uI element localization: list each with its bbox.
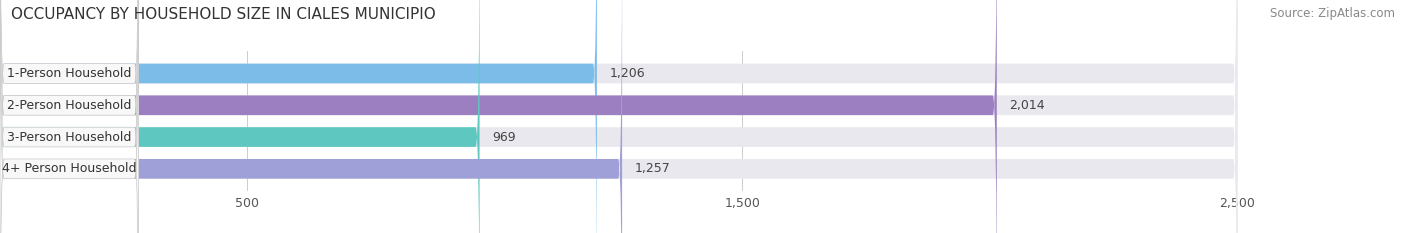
- FancyBboxPatch shape: [0, 0, 139, 233]
- FancyBboxPatch shape: [0, 0, 1237, 233]
- FancyBboxPatch shape: [0, 0, 139, 233]
- FancyBboxPatch shape: [0, 0, 598, 233]
- Text: OCCUPANCY BY HOUSEHOLD SIZE IN CIALES MUNICIPIO: OCCUPANCY BY HOUSEHOLD SIZE IN CIALES MU…: [11, 7, 436, 22]
- Text: Source: ZipAtlas.com: Source: ZipAtlas.com: [1270, 7, 1395, 20]
- FancyBboxPatch shape: [0, 0, 997, 233]
- Text: 1,257: 1,257: [634, 162, 671, 175]
- FancyBboxPatch shape: [0, 0, 139, 233]
- Text: 3-Person Household: 3-Person Household: [7, 130, 132, 144]
- Text: 4+ Person Household: 4+ Person Household: [1, 162, 136, 175]
- Text: 1-Person Household: 1-Person Household: [7, 67, 132, 80]
- Text: 969: 969: [492, 130, 516, 144]
- FancyBboxPatch shape: [0, 0, 621, 233]
- FancyBboxPatch shape: [0, 0, 1237, 233]
- FancyBboxPatch shape: [0, 0, 139, 233]
- FancyBboxPatch shape: [0, 0, 479, 233]
- FancyBboxPatch shape: [0, 0, 1237, 233]
- Text: 2-Person Household: 2-Person Household: [7, 99, 132, 112]
- FancyBboxPatch shape: [0, 0, 1237, 233]
- Text: 1,206: 1,206: [609, 67, 645, 80]
- Text: 2,014: 2,014: [1010, 99, 1045, 112]
